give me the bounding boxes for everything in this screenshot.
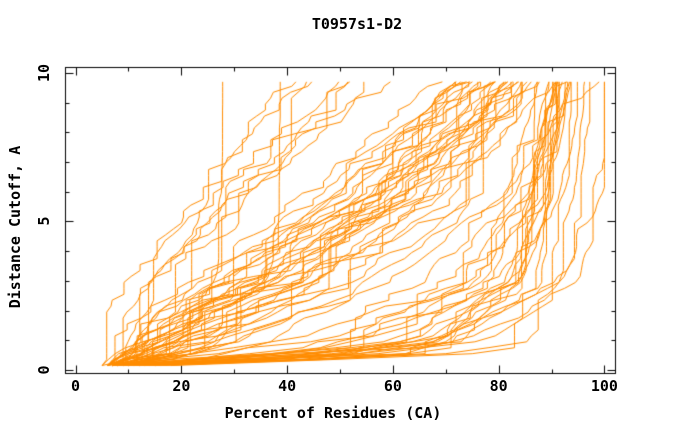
x-tick-label: 100 [590,377,618,395]
y-tick-label: 0 [35,365,53,375]
chart-title: T0957s1-D2 [311,15,403,33]
x-tick-label: 80 [489,377,508,395]
x-tick-label: 60 [383,377,402,395]
x-axis-label: Percent of Residues (CA) [224,404,442,422]
y-tick-label: 10 [35,63,53,82]
y-tick-label: 5 [35,216,53,226]
y-axis-label: Distance Cutoff, A [6,145,24,309]
x-tick-label: 40 [278,377,297,395]
x-tick-label: 0 [71,377,81,395]
x-tick-label: 20 [172,377,191,395]
